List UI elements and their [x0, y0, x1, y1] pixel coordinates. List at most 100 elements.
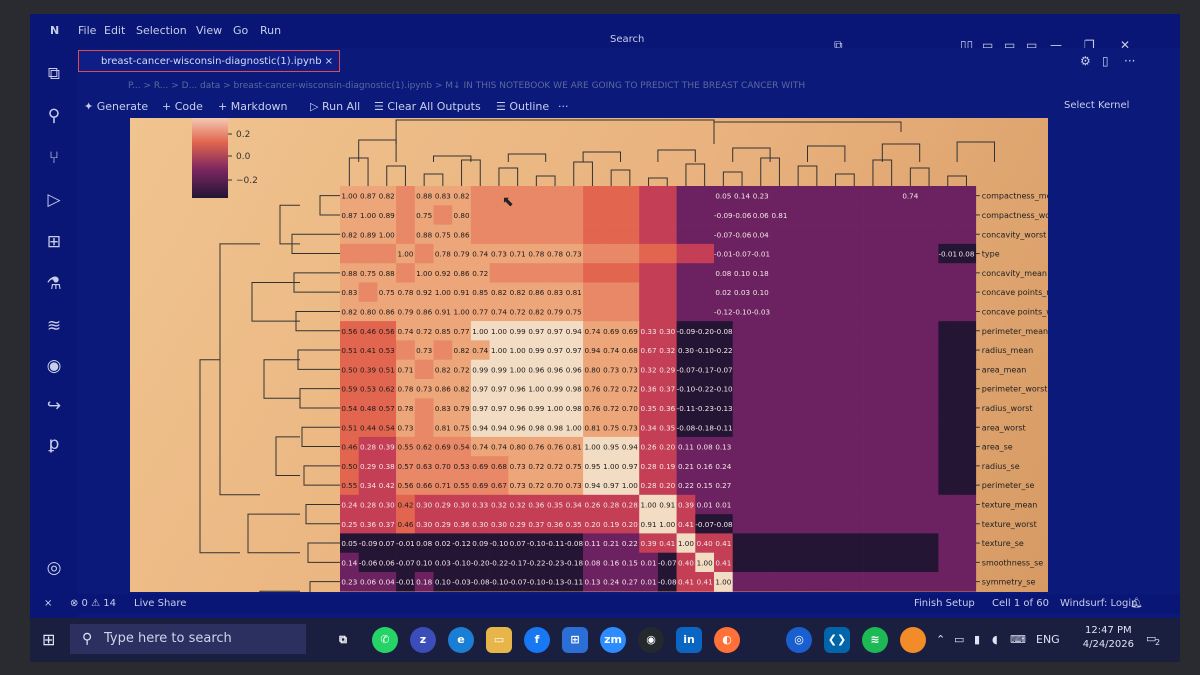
heatmap-value: -0.03	[452, 578, 471, 587]
heatmap-value: 0.83	[341, 288, 357, 297]
app-icon[interactable]	[900, 627, 926, 653]
add-markdown-button[interactable]: + Markdown	[218, 100, 288, 113]
heatmap-value: 0.97	[622, 462, 638, 471]
search-icon[interactable]: ⚲	[47, 106, 61, 126]
live-share-icon[interactable]: ↪	[46, 396, 62, 416]
more-toolbar-button[interactable]: ···	[558, 100, 569, 113]
task-view-icon[interactable]: ⧉	[339, 633, 347, 646]
network-icon[interactable]: ▭	[954, 633, 965, 646]
command-search[interactable]: Search	[610, 34, 645, 45]
menu-file[interactable]: File	[78, 24, 97, 37]
menu-edit[interactable]: Edit	[104, 24, 126, 37]
heatmap-value: 0.89	[379, 211, 395, 220]
notification-center-icon[interactable]: ▭	[1146, 632, 1157, 645]
heatmap-value: 0.73	[397, 423, 413, 432]
heatmap-value: -0.08	[658, 578, 677, 587]
heatmap-value: 1.00	[584, 443, 600, 452]
more-actions-icon[interactable]: ···	[1124, 54, 1136, 68]
breadcrumb[interactable]: P... > R... > D... data > breast-cancer-…	[128, 81, 806, 91]
run-all-button[interactable]: ▷ Run All	[310, 100, 361, 113]
firefox-icon[interactable]: ◐	[714, 627, 740, 653]
github-desktop-icon[interactable]: ◉	[638, 627, 664, 653]
heatmap-cell	[732, 514, 752, 534]
heatmap-value: 0.97	[528, 327, 544, 336]
menu-selection[interactable]: Selection	[136, 24, 187, 37]
heatmap-value: 0.01	[641, 578, 657, 587]
menu-view[interactable]: View	[196, 24, 223, 37]
chat-icon[interactable]: z	[410, 627, 436, 653]
windsurf-login-status[interactable]: Windsurf: Login	[1060, 598, 1138, 609]
heatmap-value: -0.12	[714, 307, 733, 316]
heatmap-cell	[583, 282, 603, 303]
run-debug-icon[interactable]: ▷	[47, 190, 61, 210]
language-indicator[interactable]: ENG	[1036, 633, 1060, 646]
live-share-status[interactable]: Live Share	[134, 598, 187, 609]
edge-icon[interactable]: e	[448, 627, 474, 653]
heatmap-cell	[770, 514, 790, 534]
row-label: symmetry_se	[982, 578, 1036, 587]
notifications-bell-icon[interactable]: 🔔︎	[1130, 598, 1143, 609]
dendrogram-branch	[305, 503, 340, 525]
testing-icon[interactable]: ⚗	[46, 274, 62, 294]
heatmap-cell	[583, 379, 603, 399]
add-code-button[interactable]: + Code	[162, 100, 203, 113]
windows-start-icon[interactable]: ⊞	[42, 630, 56, 649]
explorer-icon[interactable]: ⧉	[47, 64, 61, 84]
keyboard-icon[interactable]: ⌨	[1010, 633, 1026, 646]
remote-icon[interactable]: ⨯	[44, 598, 53, 609]
heatmap-value: 0.51	[341, 423, 357, 432]
linkedin-icon[interactable]: in	[676, 627, 702, 653]
tab-notebook[interactable]: breast-cancer-wisconsin-diagnostic(1).ip…	[78, 50, 340, 72]
store-icon[interactable]: ⊞	[562, 627, 588, 653]
heatmap-cell	[433, 205, 453, 225]
heatmap-cell	[807, 224, 827, 245]
heatmap-cell	[601, 224, 621, 245]
zoom-icon[interactable]: zm	[600, 627, 626, 653]
facebook-icon[interactable]: f	[524, 627, 550, 653]
spotify-icon[interactable]: ≋	[862, 627, 888, 653]
github-icon[interactable]: ◉	[46, 356, 62, 376]
cell-position-status[interactable]: Cell 1 of 60	[992, 598, 1049, 609]
sidebar-toggle-icon[interactable]: ▭	[982, 38, 994, 52]
menu-go[interactable]: Go	[233, 24, 249, 37]
maximize-icon[interactable]: ❐	[1084, 38, 1095, 52]
extensions-icon[interactable]: ⊞	[46, 232, 62, 252]
row-label: compactness_mean	[982, 192, 1048, 201]
generate-button[interactable]: ✦ Generate	[84, 100, 149, 113]
accounts-icon[interactable]: ◎	[46, 558, 62, 578]
secondary-sidebar-icon[interactable]: ▭	[1026, 38, 1038, 52]
panel-toggle-icon[interactable]: ▭	[1004, 38, 1016, 52]
problems-indicator[interactable]: ⊗ 0 ⚠ 14	[70, 598, 116, 609]
split-editor-icon[interactable]: ▯	[1102, 54, 1109, 68]
battery-icon[interactable]: ▮	[974, 633, 981, 646]
clear-all-outputs-button[interactable]: ☰ Clear All Outputs	[374, 100, 481, 113]
outline-button[interactable]: ☰ Outline	[496, 100, 550, 113]
heatmap-value: 1.00	[397, 250, 413, 259]
select-kernel-button[interactable]: Select Kernel	[1064, 100, 1130, 111]
volume-icon[interactable]: ◖	[992, 633, 998, 646]
heatmap-value: 0.56	[341, 327, 357, 336]
close-icon[interactable]: ✕	[1120, 38, 1131, 52]
python-icon[interactable]: ꝑ	[48, 434, 60, 454]
heatmap-value: 0.13	[584, 578, 600, 587]
copilot-icon[interactable]: ⧉	[834, 38, 843, 52]
gear-icon[interactable]: ⚙	[1080, 54, 1091, 68]
whatsapp-icon[interactable]: ✆	[372, 627, 398, 653]
windsurf-icon[interactable]: ≋	[46, 316, 62, 336]
clock[interactable]: 12:47 PM 4/24/2026	[1083, 624, 1134, 652]
taskbar-search-input[interactable]: Type here to search	[70, 624, 306, 654]
file-explorer-icon[interactable]: ▭	[486, 627, 512, 653]
heatmap-value: 1.00	[715, 578, 731, 587]
heatmap-cell	[639, 436, 659, 457]
finish-setup-status[interactable]: Finish Setup	[914, 598, 975, 609]
tray-chevron-icon[interactable]: ⌃	[936, 633, 946, 646]
chrome-dev-icon[interactable]: ◎	[786, 627, 812, 653]
menu-run[interactable]: Run	[260, 24, 282, 37]
row-label: concavity_worst	[982, 230, 1047, 239]
heatmap-cell	[732, 282, 752, 303]
heatmap-value: 0.74	[491, 443, 507, 452]
vscode-icon[interactable]: ❮❯	[824, 627, 850, 653]
source-control-icon[interactable]: ⑂	[48, 148, 60, 168]
tab-close-icon[interactable]: ×	[324, 56, 333, 67]
heatmap-cell	[957, 514, 977, 534]
